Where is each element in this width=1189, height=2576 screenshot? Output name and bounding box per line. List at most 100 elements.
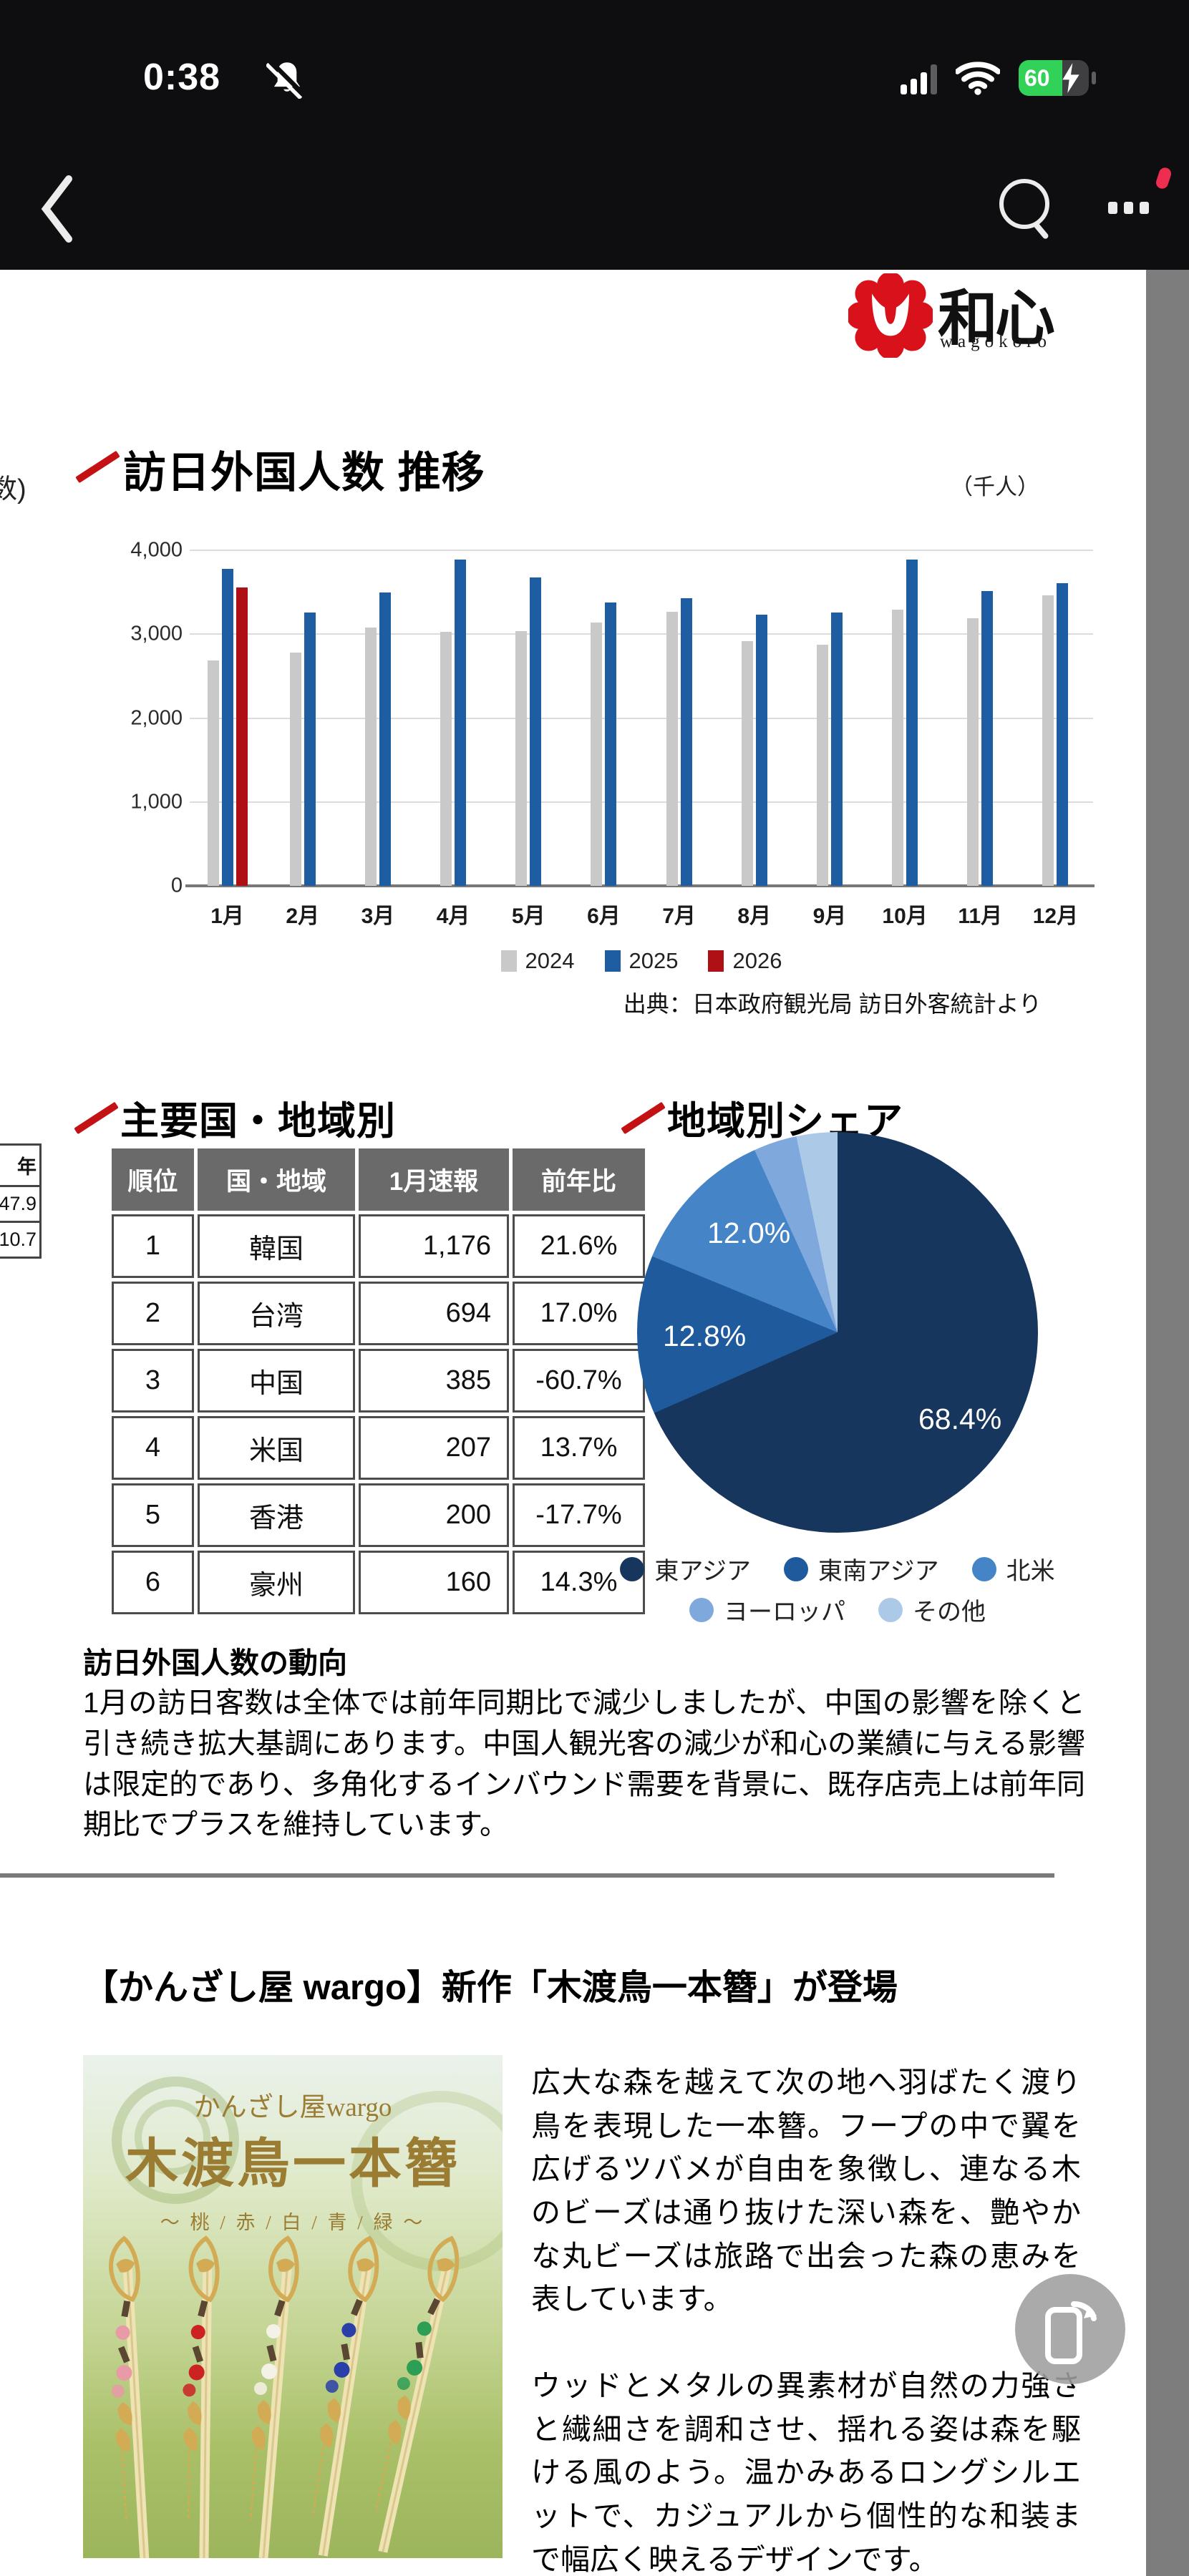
table-row: 2 台湾 694 17.0% [112, 1282, 645, 1345]
pie-label-north-america: 12.0% [707, 1216, 791, 1249]
legend-item-2026: 2026 [708, 948, 782, 974]
heading-slash-icon [70, 1080, 127, 1138]
pie-legend-item-1: 東南アジア [784, 1551, 939, 1586]
chart-unit-label: （千人） [951, 474, 1039, 499]
bar-2024-5月 [515, 630, 528, 886]
country-ranking-table: 順位 国・地域 1月速報 前年比 1 韓国 1,176 21.6% 2 台湾 694 17.0% 3 中国… [108, 1145, 649, 1618]
rotate-device-button[interactable] [1015, 2274, 1125, 2384]
pie-legend-item-3: ヨーロッパ [689, 1592, 845, 1627]
cutoff-text-fragment: 数) [0, 474, 26, 504]
table-header-0: 順位 [112, 1148, 194, 1211]
chart-source: 出典：日本政府観光局 訪日外客統計より [623, 991, 1042, 1017]
table-cell-3: 21.6% [513, 1214, 645, 1278]
bar-2025-12月 [1057, 582, 1069, 886]
x-axis-tick: 4月 [436, 904, 470, 928]
table-cell-0: 6 [112, 1551, 194, 1614]
pie-legend-item-4: その他 [878, 1592, 986, 1627]
bar-2026-1月 [236, 587, 248, 886]
bar-2024-7月 [666, 611, 678, 886]
x-axis-tick: 8月 [737, 904, 772, 928]
fragment-value: 10.7 [0, 1221, 39, 1257]
product-paragraph-1: 広大な森を越えて次の地へ羽ばたく渡り鳥を表現した一本簪。フープの中で翼を広げるツ… [531, 2066, 1081, 2316]
table-row: 4 米国 207 13.7% [112, 1416, 645, 1480]
back-button[interactable] [34, 173, 77, 245]
table-cell-0: 2 [112, 1282, 194, 1345]
search-button[interactable] [995, 176, 1059, 244]
section-title-countries: 主要国・地域別 [120, 1100, 396, 1143]
table-cell-0: 1 [112, 1214, 194, 1278]
x-axis-tick: 5月 [511, 904, 545, 928]
pie-label-east-asia: 68.4% [918, 1402, 1002, 1435]
table-header-1: 国・地域 [198, 1148, 355, 1211]
wagokoro-logo: 和心 wagokoro [846, 271, 1056, 360]
logo-kanji: 和心 [938, 286, 1055, 353]
trend-body: 1月の訪日客数は全体では前年同期比で減少しましたが、中国の影響を除くと引き続き拡… [83, 1687, 1085, 1841]
product-heading: 【かんざし屋 wargo】新作「木渡鳥一本簪」が登場 [83, 1968, 898, 2007]
table-cell-0: 3 [112, 1349, 194, 1413]
battery-percent: 60 [1024, 65, 1050, 91]
bar-chart-legend: 2024 2025 2026 [190, 948, 1093, 974]
logo-latin: wagokoro [940, 332, 1052, 351]
legend-item-2024: 2024 [500, 948, 575, 974]
page-gutter [1146, 270, 1189, 2576]
bar-2025-6月 [605, 602, 617, 886]
notifications-off-icon [266, 59, 306, 99]
table-cell-2: 1,176 [359, 1214, 509, 1278]
charging-bolt-icon [1062, 63, 1079, 93]
bar-2025-8月 [755, 615, 767, 886]
x-axis-tick: 7月 [662, 904, 696, 928]
x-axis-tick: 10月 [882, 904, 928, 928]
x-axis-tick: 1月 [210, 904, 244, 928]
bar-2024-9月 [816, 645, 828, 886]
bar-2024-11月 [967, 618, 979, 886]
y-axis-tick: 0 [170, 874, 183, 897]
bar-2025-5月 [530, 577, 542, 886]
table-cell-2: 385 [359, 1349, 509, 1413]
x-axis-tick: 9月 [812, 904, 847, 928]
bar-2024-3月 [364, 627, 377, 886]
fragment-value: 47.9 [0, 1185, 39, 1221]
table-cell-1: 台湾 [198, 1282, 355, 1345]
region-share-pie-chart: 68.4% 12.8% 12.0% [637, 1132, 1038, 1533]
table-cell-2: 207 [359, 1416, 509, 1480]
table-row: 5 香港 200 -17.7% [112, 1483, 645, 1547]
heading-slash-icon [617, 1080, 674, 1138]
more-menu-button[interactable] [1108, 202, 1149, 214]
x-axis-tick: 12月 [1032, 904, 1079, 928]
table-cell-3: 13.7% [513, 1416, 645, 1480]
pie-chart-legend: 東アジア 東南アジア 北米ヨーロッパ その他 [616, 1551, 1059, 1627]
table-row: 6 豪州 160 14.3% [112, 1551, 645, 1614]
y-axis-tick: 4,000 [130, 538, 183, 562]
bar-2024-12月 [1042, 595, 1054, 886]
bar-2024-4月 [440, 631, 452, 886]
trend-heading: 訪日外国人数の動向 [83, 1646, 347, 1679]
bar-2025-10月 [906, 559, 918, 886]
table-cell-1: 米国 [198, 1416, 355, 1480]
bar-2025-9月 [830, 612, 843, 886]
bar-2024-2月 [289, 653, 301, 886]
bar-2024-1月 [207, 660, 219, 886]
bar-2025-4月 [455, 559, 467, 886]
product-paragraph-2: ウッドとメタルの異素材が自然の力強さと繊細さを調和させ、揺れる姿は森を駆ける風の… [531, 2369, 1081, 2576]
wagokoro-seal-icon [846, 271, 935, 360]
table-cell-3: 17.0% [513, 1282, 645, 1345]
table-cell-0: 5 [112, 1483, 194, 1547]
x-axis-tick: 6月 [587, 904, 621, 928]
table-header-3: 前年比 [513, 1148, 645, 1211]
x-axis-tick: 3月 [361, 904, 395, 928]
table-cell-1: 韓国 [198, 1214, 355, 1278]
bar-2024-10月 [892, 609, 904, 886]
pie-legend-item-0: 東アジア [620, 1551, 751, 1586]
bar-2025-7月 [680, 597, 692, 886]
pie-legend-item-2: 北米 [971, 1551, 1055, 1586]
table-row: 3 中国 385 -60.7% [112, 1349, 645, 1413]
pie-label-southeast-asia: 12.8% [663, 1319, 747, 1352]
section-divider [0, 1873, 1054, 1878]
product-description: 広大な森を越えて次の地へ羽ばたく渡り鳥を表現した一本簪。フープの中で翼を広げるツ… [531, 2061, 1081, 2576]
x-axis-tick: 2月 [286, 904, 320, 928]
bar-2024-6月 [591, 623, 603, 886]
y-axis-tick: 3,000 [130, 622, 183, 645]
heading-slash-icon [72, 429, 129, 487]
table-cell-3: -60.7% [513, 1349, 645, 1413]
